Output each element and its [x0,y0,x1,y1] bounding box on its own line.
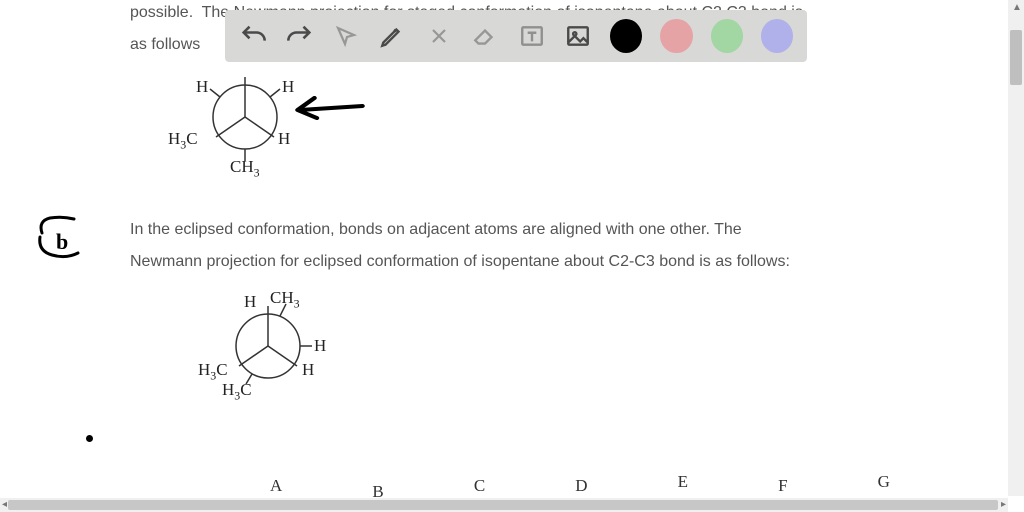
newman-projection-2: H CH3 H H H3C H3C [210,284,320,394]
scroll-thumb-v[interactable] [1010,30,1022,85]
letter-c: C [474,476,485,496]
dot-annotation [86,435,93,442]
tools-icon[interactable] [425,21,453,51]
cursor-icon[interactable] [332,21,360,51]
arrow-annotation [288,88,372,138]
nm1-h-tl: H [196,77,208,97]
image-icon[interactable] [564,21,592,51]
undo-icon[interactable] [239,21,267,51]
nm2-h-tl: H [244,292,256,312]
vertical-scrollbar[interactable]: ▲ [1008,0,1024,496]
nm2-ch3-t: CH3 [270,288,300,311]
color-pink[interactable] [660,19,692,53]
color-purple[interactable] [761,19,793,53]
letter-f: F [778,476,787,496]
scroll-right-icon[interactable]: ▸ [1001,499,1006,510]
eraser-icon[interactable] [471,21,499,51]
bottom-letter-row: A B C D E F G [270,476,890,496]
letter-g: G [878,472,890,492]
nm1-ch3-b: CH3 [230,157,260,180]
scroll-left-icon[interactable]: ◂ [2,499,7,510]
scroll-thumb-h[interactable] [8,500,998,510]
text-b-line2: Newmann projection for eclipsed conforma… [130,249,1004,275]
pencil-icon[interactable] [378,21,406,51]
redo-icon[interactable] [285,21,313,51]
scroll-up-icon[interactable]: ▲ [1012,2,1022,13]
nm2-h-r: H [314,336,326,356]
text-b-line1: In the eclipsed conformation, bonds on a… [130,217,1004,243]
text-possible: possible. [130,4,193,21]
horizontal-scrollbar[interactable]: ◂ ▸ [0,498,1008,512]
letter-a: A [270,476,282,496]
text-box-icon[interactable] [517,21,545,51]
letter-e: E [678,472,688,492]
newman-projection-1: H H H3C H CH3 [190,59,300,169]
nm2-h3c-bl: H3C [222,380,252,403]
nm1-h3c-l: H3C [168,129,198,152]
annotation-toolbar [225,10,807,62]
nm2-h-lr: H [302,360,314,380]
color-black[interactable] [610,19,642,53]
color-green[interactable] [711,19,743,53]
letter-d: D [575,476,587,496]
